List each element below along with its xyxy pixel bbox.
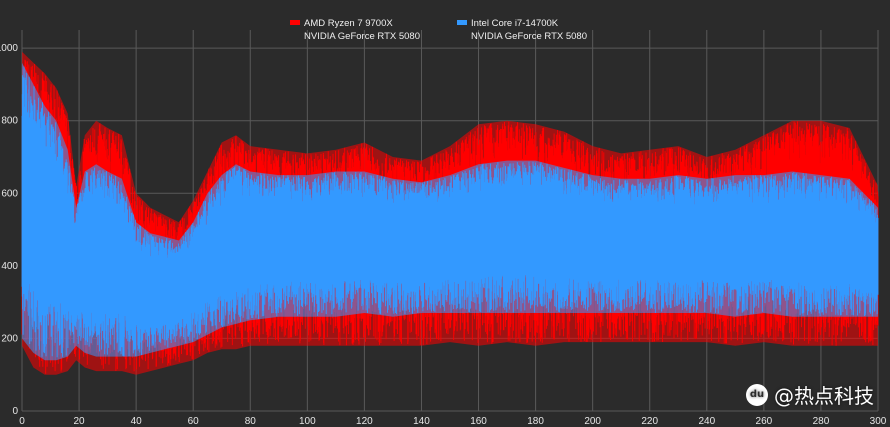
legend-swatch [457,20,467,25]
y-tick-label: 0 [12,406,18,417]
series-2 [21,62,879,361]
y-tick-label: 200 [1,333,18,344]
legend-label-line2: NVIDIA GeForce RTX 5080 [304,31,420,42]
x-tick-label: 140 [413,416,430,427]
watermark: du @热点科技 [746,380,874,409]
x-tick-label: 80 [245,416,257,427]
legend-swatch [290,20,300,25]
legend: AMD Ryzen 7 9700X NVIDIA GeForce RTX 5080… [290,18,587,42]
x-tick-label: 220 [641,416,658,427]
x-tick-label: 200 [584,416,601,427]
x-tick-label: 60 [188,416,200,427]
legend-item-2: Intel Core i7-14700K NVIDIA GeForce RTX 5… [457,18,587,42]
y-tick-label: 1000 [0,43,18,54]
legend-label-line2: NVIDIA GeForce RTX 5080 [471,31,587,42]
x-tick-label: 280 [813,416,830,427]
watermark-logo-icon: du [746,383,768,406]
x-tick-label: 300 [870,416,887,427]
x-tick-label: 120 [356,416,373,427]
watermark-text: @热点科技 [774,384,874,408]
x-tick-label: 180 [527,416,544,427]
x-tick-label: 160 [470,416,487,427]
series-layer [21,51,879,375]
x-tick-label: 0 [19,416,25,427]
legend-label-line1: AMD Ryzen 7 9700X [304,18,393,29]
legend-item-1: AMD Ryzen 7 9700X NVIDIA GeForce RTX 5080 [290,18,420,42]
series-2-line [21,66,879,358]
x-tick-label: 240 [698,416,715,427]
y-tick-label: 800 [1,116,18,127]
x-tick-label: 20 [74,416,86,427]
x-tick-label: 260 [756,416,773,427]
y-tick-label: 400 [1,261,18,272]
y-tick-label: 600 [1,188,18,199]
x-tick-label: 40 [131,416,143,427]
legend-label-line1: Intel Core i7-14700K [471,18,559,29]
axes: 0 20 40 60 80 100 120 140 160 180 200 220 240 260 280 3… [0,43,887,427]
x-tick-label: 100 [299,416,316,427]
